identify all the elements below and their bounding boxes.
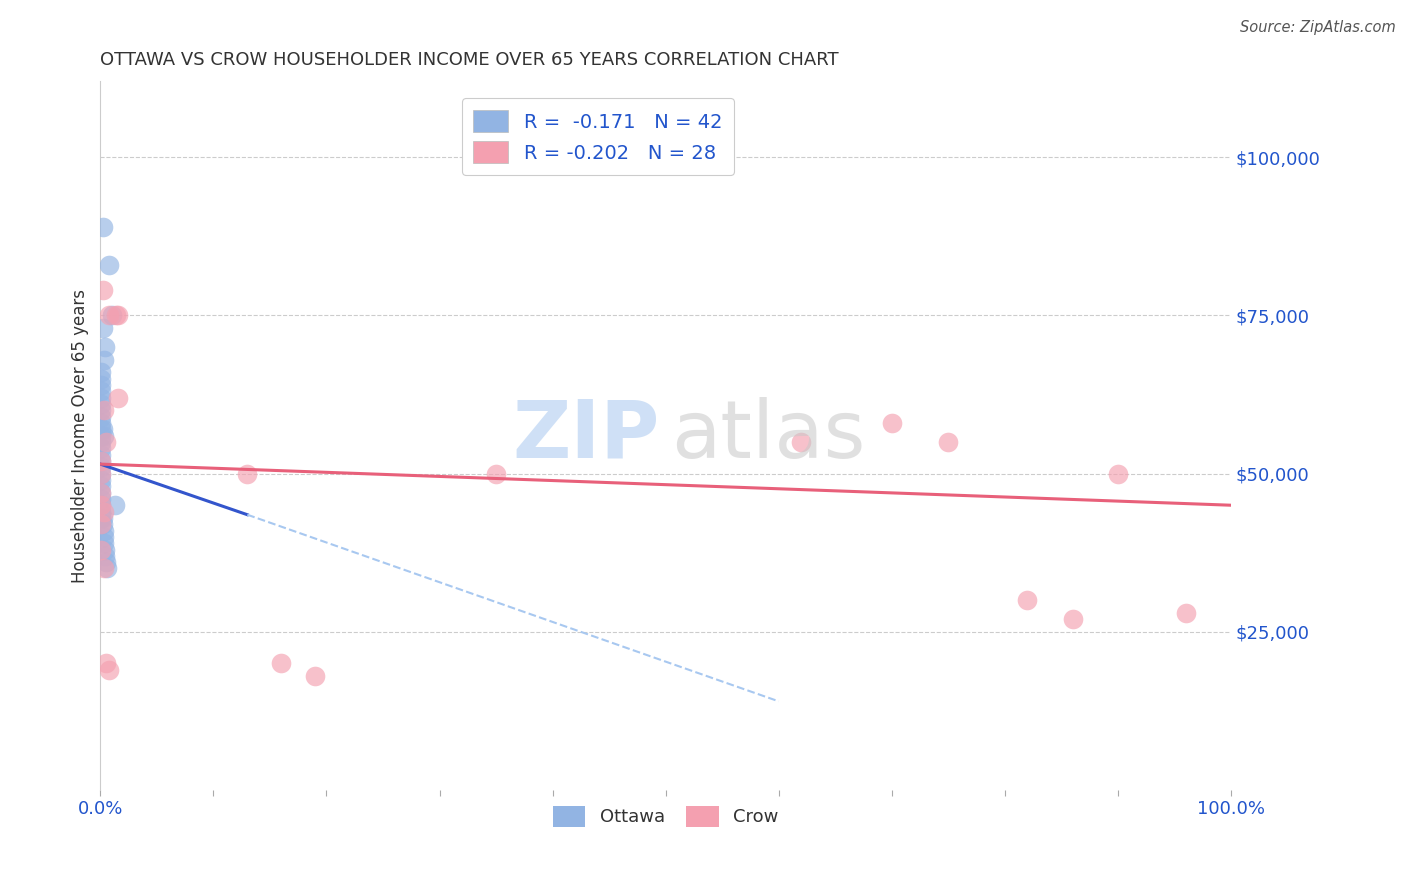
Point — [90, 365, 112, 379]
Point — [90, 479, 112, 493]
Point — [936, 434, 959, 449]
Point — [485, 467, 508, 481]
Point — [100, 309, 122, 323]
Point — [93, 536, 115, 550]
Point — [105, 309, 128, 323]
Point — [236, 467, 259, 481]
Point — [90, 498, 112, 512]
Point — [94, 340, 117, 354]
Point — [90, 442, 112, 456]
Point — [91, 219, 114, 234]
Point — [90, 434, 112, 449]
Point — [90, 504, 112, 518]
Point — [91, 511, 114, 525]
Point — [90, 467, 112, 481]
Point — [90, 491, 112, 506]
Point — [1174, 606, 1197, 620]
Point — [91, 422, 114, 436]
Point — [94, 542, 117, 557]
Point — [90, 473, 112, 487]
Point — [90, 391, 112, 405]
Point — [91, 321, 114, 335]
Point — [93, 403, 115, 417]
Point — [90, 409, 112, 424]
Text: OTTAWA VS CROW HOUSEHOLDER INCOME OVER 65 YEARS CORRELATION CHART: OTTAWA VS CROW HOUSEHOLDER INCOME OVER 6… — [100, 51, 839, 69]
Point — [90, 448, 112, 462]
Point — [96, 561, 118, 575]
Point — [90, 378, 112, 392]
Point — [94, 434, 117, 449]
Point — [104, 498, 127, 512]
Point — [90, 428, 112, 442]
Point — [90, 372, 112, 386]
Text: ZIP: ZIP — [513, 397, 659, 475]
Point — [90, 454, 112, 468]
Point — [90, 517, 112, 532]
Point — [91, 283, 114, 297]
Point — [107, 309, 129, 323]
Point — [93, 530, 115, 544]
Point — [270, 657, 292, 671]
Point — [90, 460, 112, 475]
Point — [93, 524, 115, 538]
Point — [90, 422, 112, 436]
Point — [98, 663, 121, 677]
Point — [98, 258, 121, 272]
Point — [93, 428, 115, 442]
Point — [90, 542, 112, 557]
Point — [90, 454, 112, 468]
Text: atlas: atlas — [671, 397, 866, 475]
Point — [90, 485, 112, 500]
Text: Source: ZipAtlas.com: Source: ZipAtlas.com — [1240, 20, 1396, 35]
Point — [1062, 612, 1084, 626]
Point — [90, 467, 112, 481]
Point — [790, 434, 813, 449]
Point — [94, 657, 117, 671]
Point — [90, 384, 112, 399]
Point — [880, 416, 903, 430]
Point — [90, 397, 112, 411]
Point — [90, 485, 112, 500]
Point — [93, 352, 115, 367]
Point — [107, 391, 129, 405]
Legend: Ottawa, Crow: Ottawa, Crow — [546, 798, 786, 834]
Point — [93, 561, 115, 575]
Point — [94, 555, 117, 569]
Point — [1107, 467, 1129, 481]
Point — [94, 549, 117, 563]
Point — [90, 416, 112, 430]
Point — [90, 403, 112, 417]
Point — [90, 498, 112, 512]
Point — [91, 517, 114, 532]
Point — [93, 504, 115, 518]
Point — [1017, 593, 1039, 607]
Point — [98, 309, 121, 323]
Point — [90, 511, 112, 525]
Y-axis label: Householder Income Over 65 years: Householder Income Over 65 years — [72, 289, 89, 582]
Point — [304, 669, 326, 683]
